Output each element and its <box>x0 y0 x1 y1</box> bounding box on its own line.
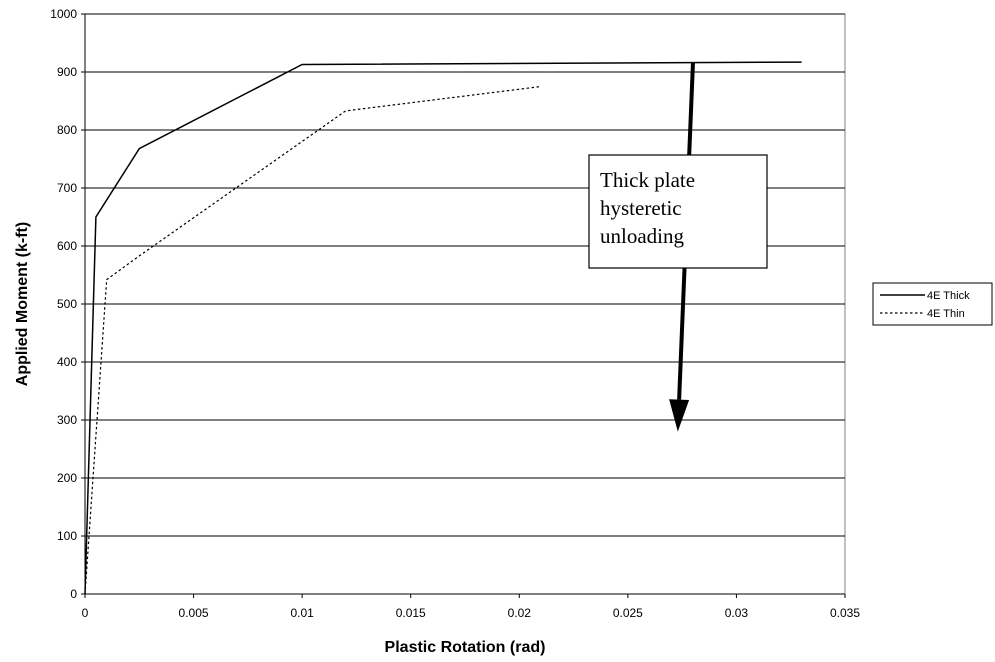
legend-box <box>872 282 993 326</box>
y-tick-label: 500 <box>57 297 77 311</box>
y-tick-label: 300 <box>57 413 77 427</box>
y-tick-label: 200 <box>57 471 77 485</box>
x-tick-label: 0.03 <box>725 606 749 620</box>
y-axis-title: Applied Moment (k-ft) <box>14 222 31 386</box>
series-line-1 <box>84 61 802 595</box>
annotation-text-line: unloading <box>600 224 684 248</box>
legend-label-2: 4E Thin <box>927 308 965 320</box>
legend: 4E Thick 4E Thin <box>872 282 993 326</box>
legend-label-1: 4E Thick <box>927 290 970 302</box>
annotation: Thick plate hysteretic unloading <box>588 62 768 432</box>
x-tick-label: 0.02 <box>508 606 532 620</box>
y-tick-label: 100 <box>57 529 77 543</box>
y-tick-label: 400 <box>57 355 77 369</box>
series-lines <box>84 61 802 595</box>
annotation-arrowhead <box>669 399 690 432</box>
x-tick-label: 0.015 <box>396 606 426 620</box>
x-tick-label: 0 <box>82 606 89 620</box>
x-tick-label: 0.035 <box>830 606 860 620</box>
annotation-box <box>588 154 768 269</box>
gridlines <box>84 13 846 595</box>
x-axis-title: Plastic Rotation (rad) <box>385 639 546 656</box>
y-tick-label: 800 <box>57 123 77 137</box>
axes: 0 100 200 300 400 500 600 700 800 900 1000 0 0.005 0.… <box>14 7 860 656</box>
y-tick-label: 700 <box>57 181 77 195</box>
series-line-2 <box>84 85 542 595</box>
annotation-text-line: hysteretic <box>600 196 682 220</box>
x-tick-label: 0.01 <box>290 606 314 620</box>
y-tick-label: 900 <box>57 65 77 79</box>
y-tick-label: 0 <box>70 587 77 601</box>
x-tick-label: 0.005 <box>179 606 209 620</box>
y-tick-label: 1000 <box>50 7 77 21</box>
y-tick-label: 600 <box>57 239 77 253</box>
annotation-text-line: Thick plate <box>600 168 695 192</box>
x-tick-label: 0.025 <box>613 606 643 620</box>
